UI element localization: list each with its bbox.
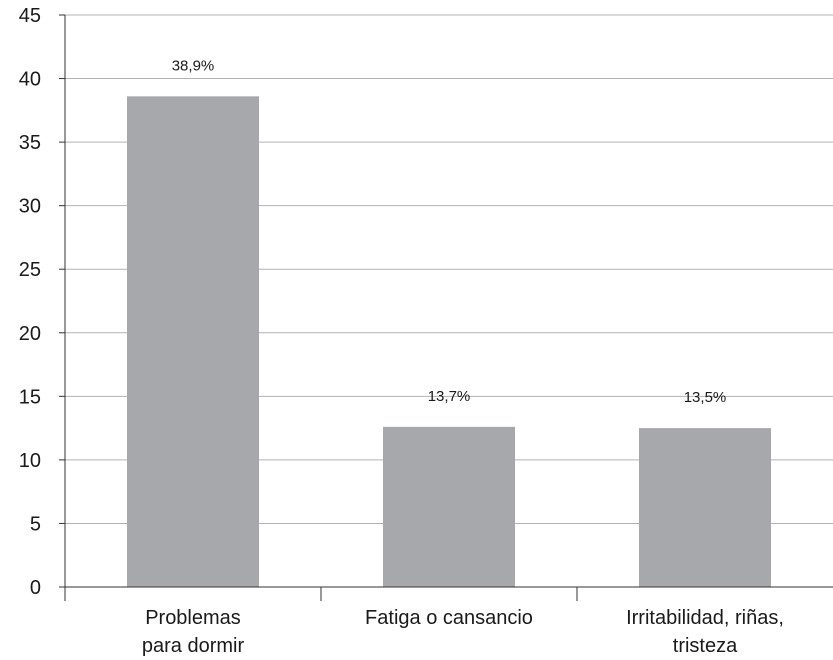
y-tick-label: 5 [30, 513, 41, 535]
x-tick-label: Fatiga o cansancio [365, 607, 533, 629]
y-tick-label: 15 [19, 386, 41, 408]
y-tick-label: 10 [19, 450, 41, 472]
y-tick-label: 20 [19, 323, 41, 345]
x-tick-label: Problemas [145, 607, 241, 629]
y-tick-label: 0 [30, 577, 41, 599]
y-tick-label: 30 [19, 196, 41, 218]
bar [639, 428, 771, 587]
bars [127, 96, 771, 588]
x-tick-label: Irritabilidad, riñas, [626, 607, 784, 629]
x-tick-label: tristeza [673, 635, 738, 657]
data-label: 38,9% [172, 57, 215, 74]
y-tick-label: 45 [19, 5, 41, 27]
y-tick-label: 35 [19, 132, 41, 154]
bar [127, 96, 259, 588]
axes [59, 14, 833, 601]
bar [383, 426, 515, 587]
data-label: 13,5% [684, 389, 727, 406]
x-tick-labels: Problemas para dormir Fatiga o cansancio Ir… [142, 607, 784, 657]
x-tick-label: para dormir [142, 635, 245, 657]
y-tick-labels: 0 5 10 15 20 25 30 35 40 45 [19, 5, 41, 599]
y-tick-label: 25 [19, 259, 41, 281]
data-label: 13,7% [428, 388, 471, 405]
data-labels: 38,9% 13,7% 13,5% [172, 57, 727, 406]
y-tick-label: 40 [19, 69, 41, 91]
